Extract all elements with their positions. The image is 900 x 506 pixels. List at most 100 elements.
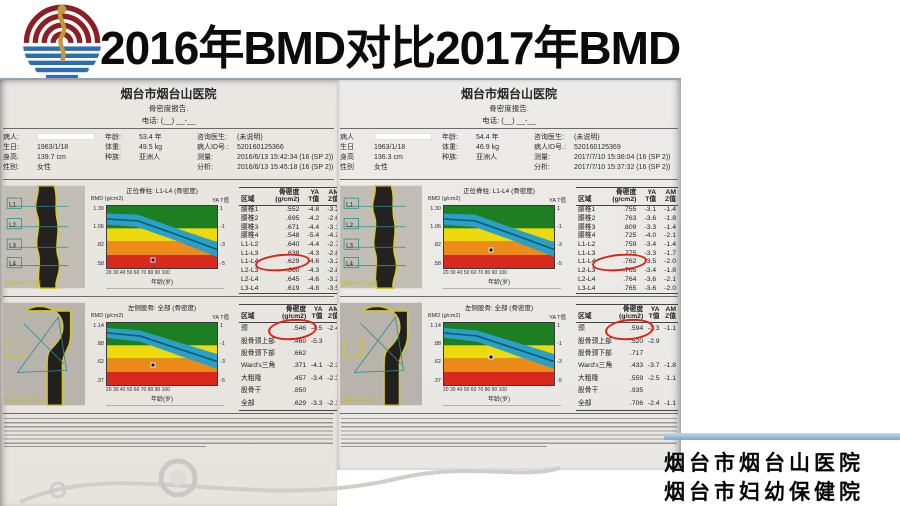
table-row: 大粗隆 .457 -3.4 -2.3 xyxy=(241,374,339,382)
spine-bmd-table: 区域 骨密度 (g/cm2) YA T值 AM Z值 腰椎1.552 -4.8 -3.2 腰椎… xyxy=(239,186,341,294)
hospital-name: 烟台市烟台山医院 xyxy=(460,87,557,101)
chart-plot-area xyxy=(443,321,555,386)
fine-print xyxy=(341,417,677,444)
tick-label: .88 xyxy=(96,340,104,347)
circled-value: .629 xyxy=(266,258,301,267)
patient-info-left: 病人 生日 1963/1/18 身高 136.3 cm 性别 女性 xyxy=(340,133,442,174)
spine-xray-image: L1 L2 L3 L4 图像不用于诊断 xyxy=(340,184,422,289)
info-field: 性别: 女性 xyxy=(3,164,51,172)
tick-label: 1.14 xyxy=(93,322,104,329)
fine-print xyxy=(341,445,548,450)
region-label: L2 xyxy=(9,221,16,228)
info-field: 性别 女性 xyxy=(340,164,388,172)
column-header: YA T值 xyxy=(638,186,659,206)
tick-label: -1 xyxy=(557,340,562,347)
info-field: 分析: 2017/7/10 15:37:32 (16 (SP 2)) xyxy=(534,164,671,172)
table-row: L2-L4.764 -3.6 -2.1 xyxy=(578,275,676,283)
tick-label: .58 xyxy=(96,260,104,267)
chart-footnote xyxy=(106,287,224,292)
fine-print xyxy=(4,417,333,444)
x-axis-label: 年龄(岁) xyxy=(488,396,510,403)
spine-reference-chart: 正位脊柱: L1-L4 (骨密度) BMD (g/cm2) YA T值 1.30… xyxy=(89,185,235,294)
tick-label: 1.30 xyxy=(93,205,104,212)
table-row: 全部 .629 -3.3 -2.1 xyxy=(241,399,339,407)
spine-section: L1 L2 L3 L4 图像不用于诊断 正位脊柱: L1-L4 (骨密度) BM… xyxy=(337,182,681,294)
femur-reference-chart: 左侧股骨: 全部 (骨密度) BMD (g/cm2) YA T值 1.14 .88… xyxy=(426,302,572,411)
chart-footnote xyxy=(443,287,561,292)
tick-label: -5 xyxy=(557,260,562,267)
phone-line: 电话: (__) __-__ xyxy=(482,116,536,125)
table-row: 股骨颈下部 .717 xyxy=(578,350,644,358)
xray-caption: 图像不用于诊断 xyxy=(5,280,41,287)
xray-caption: 图像不用于诊断 xyxy=(342,397,378,404)
t-axis-label: YA T值 xyxy=(549,197,566,204)
table-row: L2-L3.660 -4.3 -2.8 xyxy=(241,267,339,275)
t-axis-label: YA T值 xyxy=(212,197,229,204)
femur-section: 图像不用于诊断 左侧股骨: 全部 (骨密度) BMD (g/cm2) YA T值… xyxy=(0,299,341,411)
spine-reference-chart: 正位脊柱: L1-L4 (骨密度) BMD (g/cm2) YA T值 1.30… xyxy=(426,185,572,294)
tick-label: 1 xyxy=(220,205,224,212)
table-row: 颈 .594 -3.3 -1.1 xyxy=(576,322,678,335)
info-field: 生日 1963/1/18 xyxy=(340,144,406,152)
patient-info-mid: 年龄: 53.4 年体重: 49.5 kg 种族: 亚洲人 xyxy=(105,133,197,174)
x-axis-label: 年龄(岁) xyxy=(151,279,173,286)
femur-xray-image: 图像不用于诊断 xyxy=(3,302,85,406)
tick-label: .82 xyxy=(433,242,441,249)
hospital-name: 烟台市烟台山医院 xyxy=(120,87,217,101)
circled-value: .594 xyxy=(616,322,645,335)
y-axis-ticks: 1.30 1.06 .82 .58 xyxy=(426,205,443,269)
table-row: L1-L4.629 -4.6 -3.2 xyxy=(241,258,339,267)
region-label: L3 xyxy=(9,242,16,249)
t-axis-ticks: 1 -1 -3 -5 xyxy=(218,205,230,269)
column-header: AM Z值 xyxy=(324,303,341,323)
table-row: 股骨干 .850 xyxy=(241,387,307,395)
spine-section: L1 L2 L3 L4 图像不用于诊断 正位脊柱: L1-L4 (骨密度) BM… xyxy=(0,182,341,294)
tick-label: -1 xyxy=(557,223,562,230)
tick-label: .37 xyxy=(96,377,104,384)
table-row: 股骨颈下部 .662 xyxy=(241,350,307,358)
region-label: L4 xyxy=(346,260,353,267)
info-field: 体重: 49.5 kg xyxy=(105,144,162,152)
tick-label: .82 xyxy=(96,242,104,249)
divider xyxy=(340,128,678,129)
tick-label: .88 xyxy=(433,340,441,347)
footer-hospital-2: 烟台市妇幼保健院 xyxy=(664,480,864,505)
patient-data-point xyxy=(488,354,494,360)
slide-title: 2016年BMD对比2017年BMD xyxy=(100,22,681,74)
column-header: 区域 xyxy=(239,303,279,323)
patient-data-point xyxy=(150,257,156,263)
spine-bmd-table: 区域 骨密度 (g/cm2) YA T值 AM Z值 腰椎1.755 -3.1 -1.4 腰椎… xyxy=(576,186,678,294)
tick-label: 1.30 xyxy=(430,205,441,212)
region-label: L4 xyxy=(9,260,16,267)
patient-info-left: 病人: 生日: 1963/1/18 身高: 139.7 cm 性别: 女性 xyxy=(3,133,105,174)
tick-label: .62 xyxy=(433,359,441,366)
t-axis-ticks: 1 -1 -3 -5 xyxy=(218,322,230,386)
chart-footnote xyxy=(106,404,224,409)
patient-info: 病人 生日 1963/1/18 身高 136.3 cm 性别 女性 年龄: 54.4 年体重:… xyxy=(337,131,681,177)
section-title: 左侧股骨: 全部 (骨密度) xyxy=(127,304,197,312)
info-field: 咨询医生: (未说明) xyxy=(197,134,263,141)
y-axis-label: BMD (g/cm2) xyxy=(91,312,124,319)
slide-footer: 烟台市烟台山医院 烟台市妇幼保健院 xyxy=(664,433,900,506)
y-axis-label: BMD (g/cm2) xyxy=(91,195,124,202)
y-axis-label: BMD (g/cm2) xyxy=(428,195,461,202)
t-axis-ticks: 1 -1 -3 -5 xyxy=(555,205,567,269)
patient-info: 病人: 生日: 1963/1/18 身高: 139.7 cm 性别: 女性 年龄: 53.4 … xyxy=(0,131,337,177)
info-field: 病人ID号.: 520160125366 xyxy=(197,144,284,152)
y-axis-ticks: 1.14 .88 .62 .37 xyxy=(426,322,443,386)
femur-xray-image: 图像不用于诊断 xyxy=(340,302,422,406)
report-subtitle: 骨密度报告. xyxy=(148,104,189,113)
info-field: 病人 xyxy=(340,133,442,143)
info-field: 测量: 2016/6/13 15:42:34 (16 (SP 2)) xyxy=(197,154,334,162)
table-row: L2-L3.765 -3.4 -1.8 xyxy=(578,267,676,275)
table-row: 股骨颈上部 .460 -5.3 xyxy=(241,337,323,345)
tick-label: 1 xyxy=(557,322,561,329)
t-axis-label: YA T值 xyxy=(549,314,566,321)
region-label: L1 xyxy=(346,201,353,208)
table-row: 股骨干 .935 xyxy=(578,387,644,395)
info-field: 种族: 亚洲人 xyxy=(442,154,497,162)
column-header: YA T值 xyxy=(308,303,325,323)
info-field: 测量: 2017/7/10 15:36:04 (16 (SP 2)) xyxy=(534,154,671,162)
info-field: 身高 136.3 cm xyxy=(340,154,403,162)
